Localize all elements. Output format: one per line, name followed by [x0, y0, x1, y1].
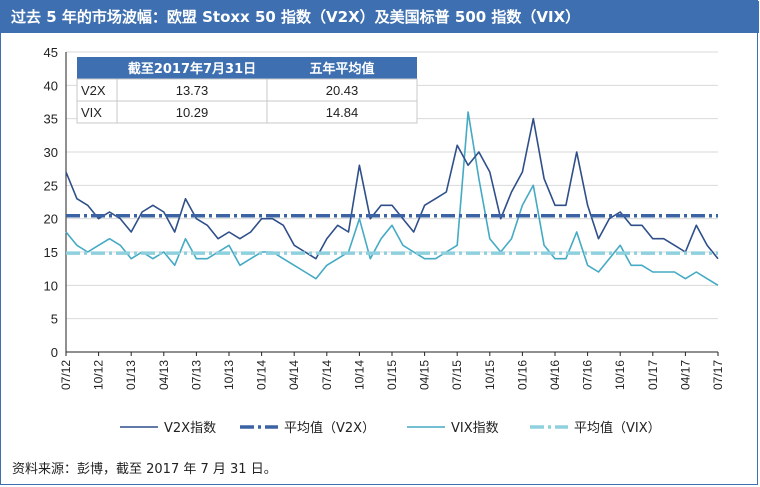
x-tick-label: 01/14: [255, 360, 269, 390]
y-tick-label: 20: [44, 212, 58, 227]
chart-title: 过去 5 年的市场波幅：欧盟 Stoxx 50 指数（V2X）及美国标普 500…: [1, 1, 759, 33]
y-tick-label: 10: [44, 278, 58, 293]
x-tick-label: 07/16: [581, 360, 595, 390]
y-tick-label: 15: [44, 245, 58, 260]
y-tick-label: 30: [44, 145, 58, 160]
x-tick-label: 04/17: [678, 360, 692, 390]
source-note: 资料来源：彭博，截至 2017 年 7 月 31 日。: [12, 462, 277, 477]
legend-label: 平均值（V2X）: [284, 420, 375, 436]
x-tick-label: 10/14: [352, 360, 366, 390]
x-tick-label: 10/12: [92, 360, 106, 390]
y-tick-label: 40: [44, 78, 58, 93]
table-cell: 10.29: [176, 105, 209, 120]
x-tick-label: 04/15: [418, 360, 432, 390]
x-tick-label: 07/17: [711, 360, 725, 390]
y-tick-label: 25: [44, 178, 58, 193]
x-tick-label: 04/13: [157, 360, 171, 390]
x-tick-label: 07/12: [59, 360, 73, 390]
table-header-cell: 五年平均值: [309, 61, 374, 77]
series-lines: [65, 111, 719, 286]
x-tick-label: 10/15: [483, 360, 497, 390]
table-cell: VIX: [81, 105, 102, 120]
y-tick-label: 45: [44, 45, 58, 60]
x-tick-label: 10/16: [613, 360, 627, 390]
table-cell: 13.73: [176, 83, 209, 98]
legend-label: V2X指数: [164, 421, 216, 436]
x-tick-label: 04/14: [287, 360, 301, 390]
x-tick-label: 01/15: [385, 360, 399, 390]
series-line: [65, 117, 719, 260]
axes: 0 5 10 15 20 25 30 35 40 45 07/12 10/12 01/13 04/13 07…: [44, 45, 725, 390]
legend-label: 平均值（VIX）: [574, 420, 661, 436]
summary-table: V2X VIX 截至2017年7月31日 13.73 10.29 五年平均值 20.43 14…: [76, 57, 418, 124]
table-header-cell: 截至2017年7月31日: [128, 61, 256, 77]
table-cell: V2X: [81, 83, 106, 98]
series-line: [65, 111, 719, 286]
x-tick-label: 07/13: [189, 360, 203, 390]
x-tick-label: 01/17: [646, 360, 660, 390]
x-tick-label: 10/13: [222, 360, 236, 390]
table-cell: 20.43: [326, 83, 359, 98]
table-cell: 14.84: [326, 105, 359, 120]
x-tick-label: 01/13: [124, 360, 138, 390]
table-header-bg: [77, 57, 417, 79]
x-tick-label: 01/16: [515, 360, 529, 390]
legend: V2X指数 平均值（V2X） VIX指数 平均值（VIX）: [120, 420, 661, 436]
legend-label: VIX指数: [451, 421, 499, 436]
x-tick-label: 07/15: [450, 360, 464, 390]
x-tick-label: 07/14: [320, 360, 334, 390]
x-tick-label: 04/16: [548, 360, 562, 390]
y-tick-label: 0: [51, 345, 58, 360]
y-tick-label: 35: [44, 112, 58, 127]
y-tick-label: 5: [51, 312, 58, 327]
